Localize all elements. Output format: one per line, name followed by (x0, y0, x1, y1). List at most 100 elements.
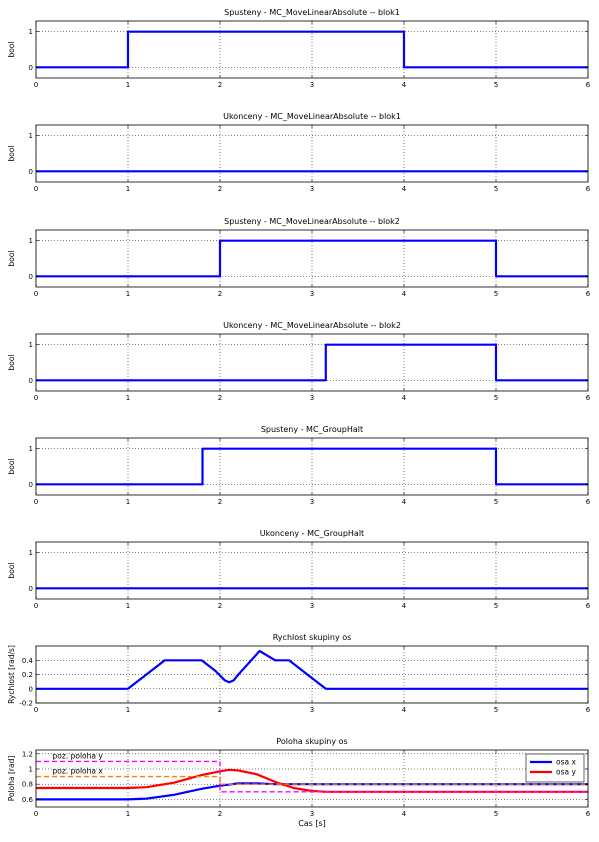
x-tick-label: 4 (402, 290, 407, 298)
x-tick-label: 3 (310, 706, 314, 714)
y-tick-label: 0 (29, 481, 33, 489)
y-tick-label: 0 (29, 273, 33, 281)
x-tick-label: 3 (310, 81, 314, 89)
plot-title: Ukonceny - MC_GroupHalt (260, 529, 364, 538)
x-tick-label: 5 (494, 498, 498, 506)
x-tick-label: 6 (586, 602, 591, 610)
y-tick-label: -0.2 (19, 700, 33, 708)
x-tick-label: 4 (402, 810, 407, 818)
x-axis-label: Cas [s] (298, 819, 326, 828)
x-tick-label: 1 (126, 185, 130, 193)
plot-6: Ukonceny - MC_GroupHalt 0 1 2 3 4 5 6 0 1 bool (7, 529, 591, 610)
legend-box (525, 753, 585, 783)
series-line-4 (36, 775, 588, 785)
y-tick-label: 0 (29, 685, 33, 693)
x-tick-label: 4 (402, 185, 407, 193)
x-tick-label: 1 (126, 498, 130, 506)
x-tick-label: 4 (402, 81, 407, 89)
x-tick-label: 1 (126, 810, 130, 818)
y-axis-label: bool (7, 250, 16, 266)
x-tick-label: 6 (586, 810, 591, 818)
y-tick-label: 0 (29, 168, 33, 176)
annotation-label: poz. poloha x (53, 767, 104, 776)
x-tick-label: 3 (310, 290, 314, 298)
plot-title: Spusteny - MC_GroupHalt (261, 425, 363, 434)
y-tick-label: 1 (29, 766, 33, 774)
y-tick-label: 1 (29, 445, 33, 453)
plot-2: Ukonceny - MC_MoveLinearAbsolute -- blok… (7, 112, 591, 193)
x-tick-label: 5 (494, 81, 498, 89)
x-tick-label: 0 (34, 290, 38, 298)
series-line-1 (36, 447, 588, 486)
plot-1: Spusteny - MC_MoveLinearAbsolute -- blok… (7, 8, 591, 89)
x-tick-label: 0 (34, 498, 38, 506)
y-tick-label: 0.6 (22, 796, 34, 804)
plot-8: Poloha skupiny os 0 1 2 3 4 5 6 0.6 0.8 1 1.2 Poloha… (7, 737, 591, 828)
y-tick-label: 1 (29, 237, 33, 245)
x-tick-label: 6 (586, 290, 591, 298)
x-tick-label: 0 (34, 706, 38, 714)
x-tick-label: 4 (402, 394, 407, 402)
plot-5: Spusteny - MC_GroupHalt 0 1 2 3 4 5 6 0 1 bool (7, 425, 591, 506)
y-axis-label: bool (7, 562, 16, 578)
x-tick-label: 3 (310, 394, 314, 402)
x-tick-label: 0 (34, 185, 38, 193)
x-tick-label: 3 (310, 185, 314, 193)
plot-title: Ukonceny - MC_MoveLinearAbsolute -- blok… (223, 112, 401, 121)
series-line-1 (36, 649, 588, 690)
x-tick-label: 2 (218, 290, 222, 298)
plot-title: Spusteny - MC_MoveLinearAbsolute -- blok… (224, 217, 400, 226)
x-tick-label: 5 (494, 290, 498, 298)
y-tick-label: 0.8 (22, 781, 33, 789)
plot-title: Spusteny - MC_MoveLinearAbsolute -- blok… (224, 8, 400, 17)
x-tick-label: 5 (494, 185, 498, 193)
x-tick-label: 6 (586, 498, 591, 506)
x-tick-label: 5 (494, 810, 498, 818)
x-tick-label: 5 (494, 706, 498, 714)
x-tick-label: 6 (586, 706, 591, 714)
x-tick-label: 4 (402, 602, 407, 610)
plot-3: Spusteny - MC_MoveLinearAbsolute -- blok… (7, 217, 591, 298)
x-tick-label: 6 (586, 81, 591, 89)
x-tick-label: 2 (218, 706, 222, 714)
x-tick-label: 3 (310, 602, 314, 610)
x-tick-label: 0 (34, 810, 38, 818)
series-line-1 (36, 343, 588, 382)
x-tick-label: 2 (218, 810, 222, 818)
x-tick-label: 5 (494, 602, 498, 610)
x-tick-label: 6 (586, 394, 591, 402)
plot-7: Rychlost skupiny os0 1 2 3 4 5 6-0.200.20.4Ryc… (7, 633, 591, 714)
series-line-1 (36, 239, 588, 278)
x-tick-label: 4 (402, 706, 407, 714)
x-tick-label: 3 (310, 810, 314, 818)
plot-title: Poloha skupiny os (276, 737, 347, 746)
annotation-label: poz. poloha y (53, 751, 104, 760)
y-axis-label: Rychlost [rad/s] (7, 645, 16, 704)
y-tick-label: 1 (29, 132, 33, 140)
series-line-3 (36, 760, 588, 793)
y-tick-label: 0 (29, 377, 33, 385)
x-tick-label: 6 (586, 185, 591, 193)
x-tick-label: 2 (218, 185, 222, 193)
y-tick-label: 1.2 (22, 750, 33, 758)
legend-label: osa y (556, 768, 576, 777)
x-tick-label: 0 (34, 81, 38, 89)
x-tick-label: 2 (218, 394, 222, 402)
y-axis-label: Poloha [rad] (7, 756, 16, 802)
plot-4: Ukonceny - MC_MoveLinearAbsolute -- blok… (7, 321, 591, 402)
y-tick-label: 0.4 (22, 657, 34, 665)
y-tick-label: 1 (29, 28, 33, 36)
x-tick-label: 1 (126, 394, 130, 402)
x-tick-label: 4 (402, 498, 407, 506)
series-line-1 (36, 30, 588, 69)
x-tick-label: 1 (126, 81, 130, 89)
y-axis-label: bool (7, 145, 16, 161)
y-tick-label: 0.2 (22, 671, 33, 679)
series-line-2 (36, 768, 588, 793)
x-tick-label: 0 (34, 602, 38, 610)
x-tick-label: 2 (218, 602, 222, 610)
plot-title: Ukonceny - MC_MoveLinearAbsolute -- blok… (223, 321, 401, 330)
x-tick-label: 2 (218, 498, 222, 506)
